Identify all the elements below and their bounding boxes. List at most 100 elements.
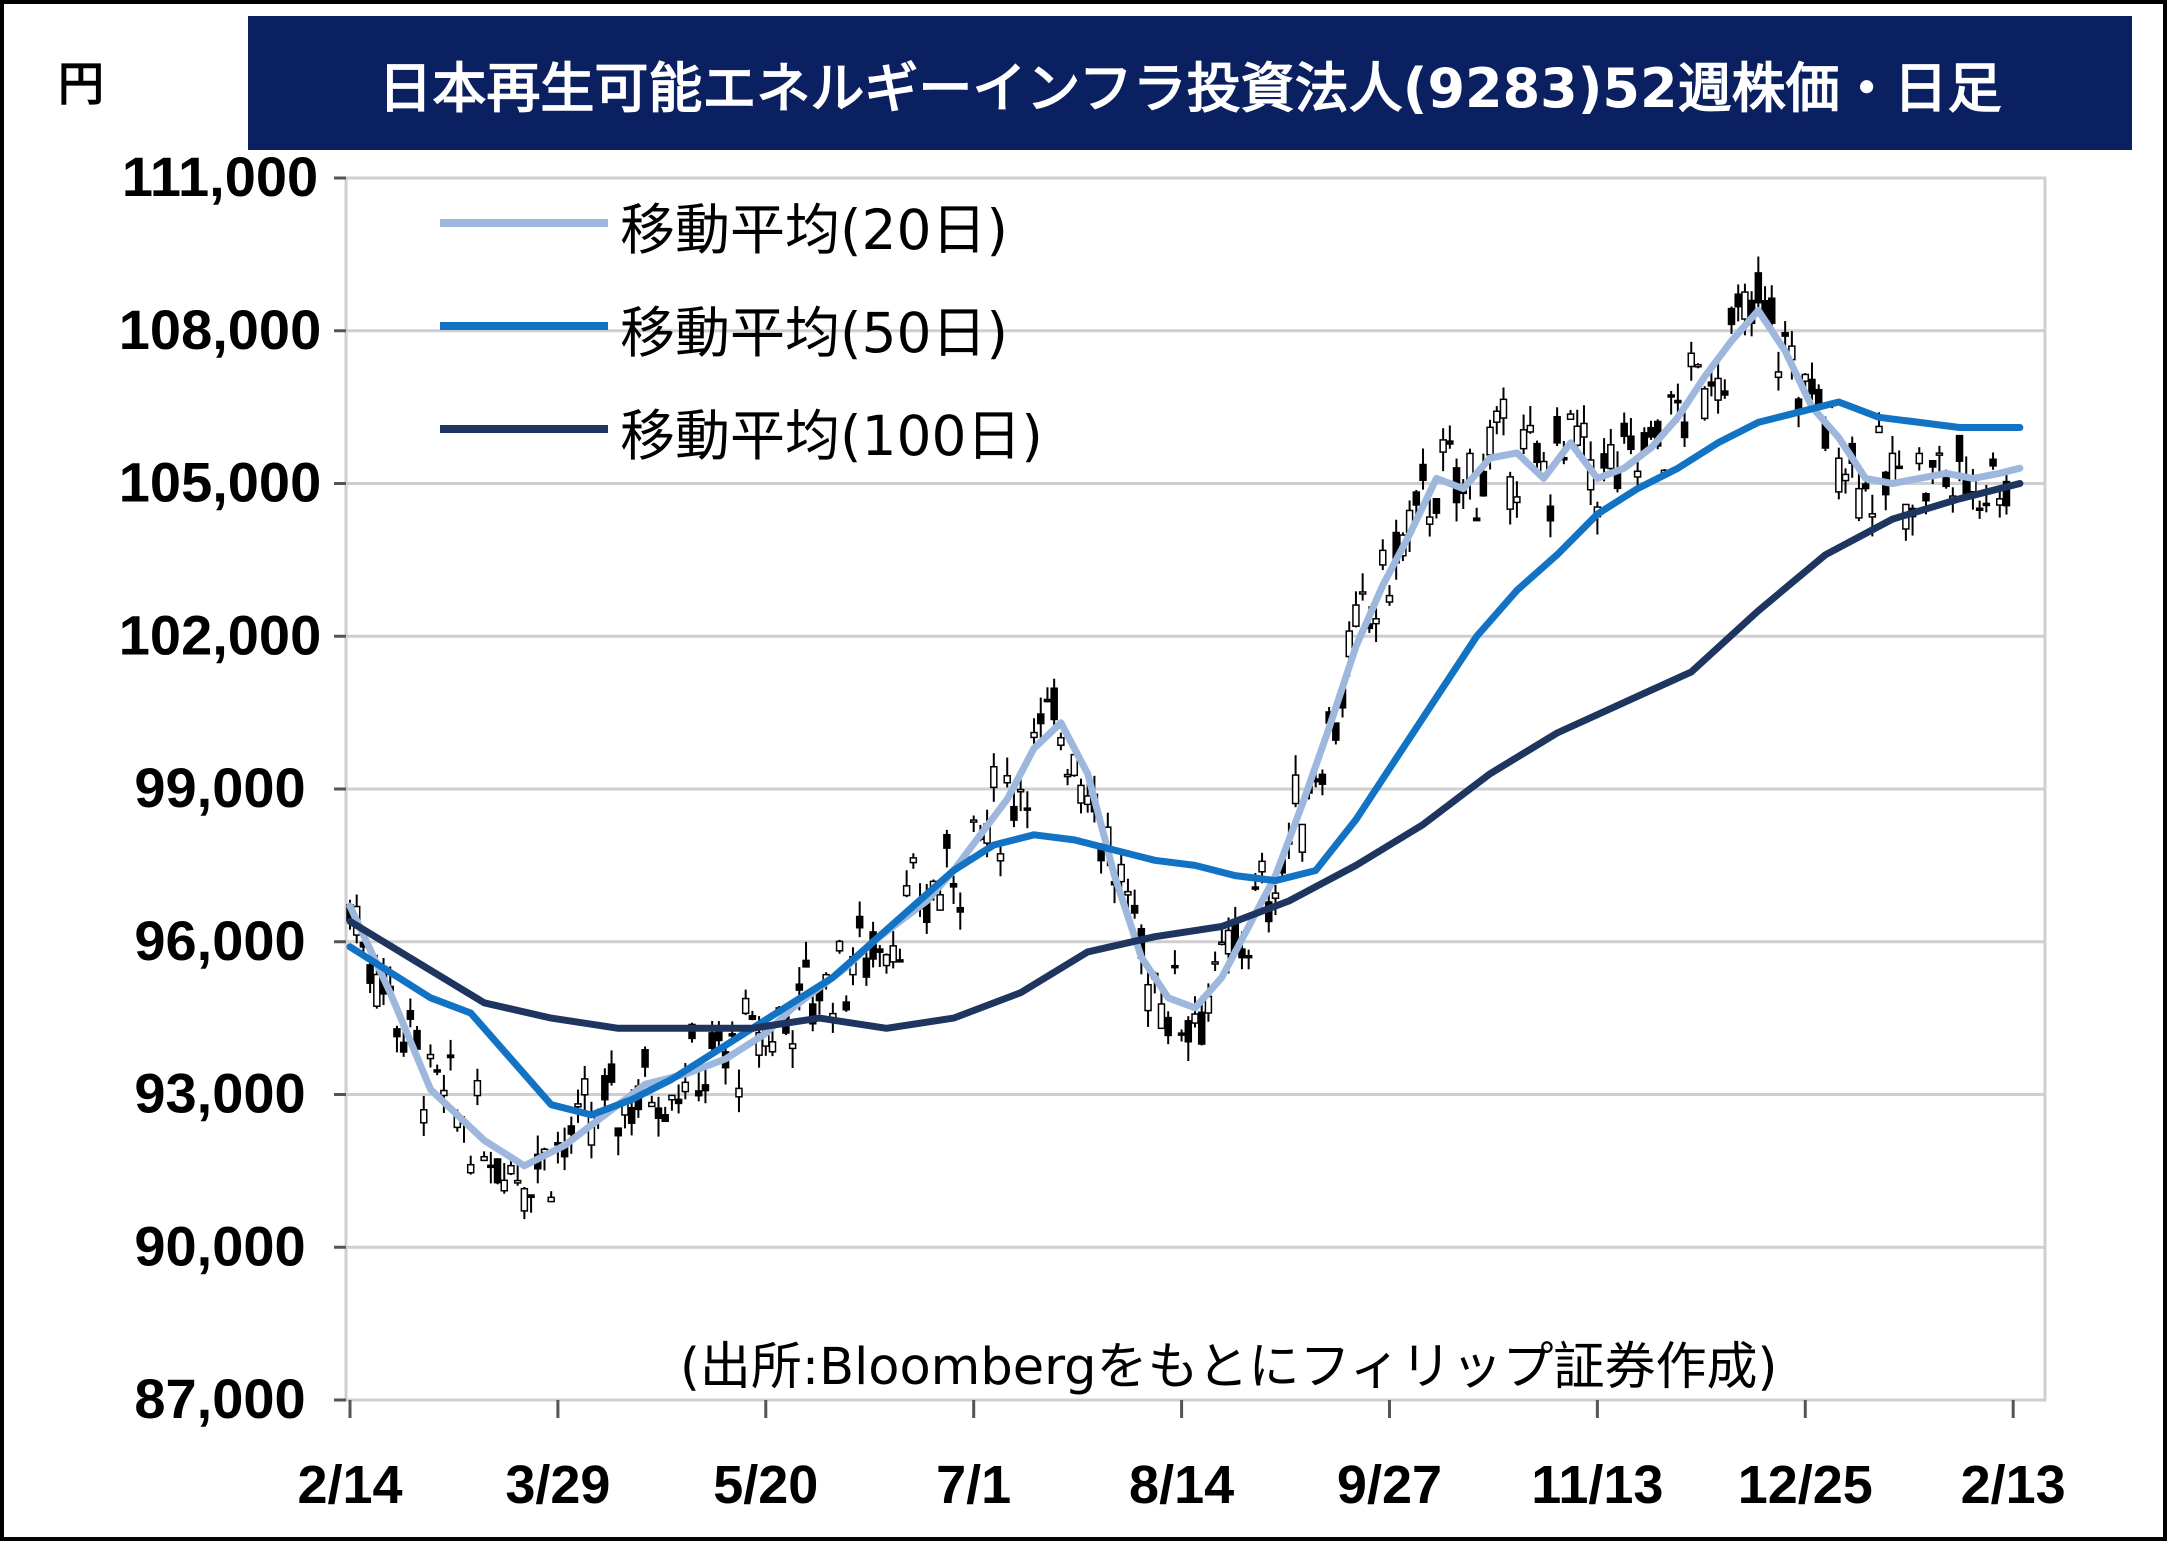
candle-body — [393, 1028, 401, 1038]
candle-body — [1573, 425, 1582, 446]
candle-body — [1975, 507, 1984, 511]
x-tick-label: 7/1 — [936, 1455, 1011, 1515]
candle-body — [1191, 1013, 1199, 1024]
candle-body — [1700, 388, 1709, 420]
candle-body — [1982, 502, 1991, 507]
candle-body — [1754, 272, 1763, 304]
candle-body — [1385, 594, 1394, 603]
candle-body — [1546, 505, 1555, 522]
legend-label-ma20: 移動平均(20日) — [620, 198, 1008, 262]
candle-body — [668, 1094, 676, 1101]
candle-body — [1774, 371, 1783, 379]
candle-body — [641, 1049, 649, 1068]
candle-body — [601, 1075, 609, 1101]
candle-body — [1171, 964, 1179, 969]
candle-body — [1513, 496, 1521, 504]
candle-body — [426, 1053, 435, 1060]
candle-body — [1124, 890, 1132, 896]
candle-body — [507, 1164, 515, 1175]
candle-body — [1271, 892, 1280, 900]
candle-body — [943, 834, 951, 849]
candle-body — [1714, 377, 1722, 401]
candle-body — [1251, 886, 1260, 890]
candle-body — [1479, 470, 1488, 497]
legend-label-ma100: 移動平均(100日) — [620, 404, 1043, 468]
candle-body — [1144, 983, 1152, 1012]
candle-body — [399, 1041, 408, 1053]
candle-body — [1915, 452, 1924, 465]
candle-body — [527, 1194, 535, 1199]
chart-title: 日本再生可能エネルギーインフラ投資法人(9283)52週株価・日足 — [378, 56, 2002, 120]
candle-body — [440, 1089, 448, 1097]
candle-body — [1506, 476, 1514, 510]
candle-body — [1647, 426, 1655, 438]
candle-body — [1164, 1016, 1172, 1037]
candle-body — [1533, 442, 1541, 464]
series-line-ma100 — [346, 480, 2024, 1032]
candle-body — [701, 1084, 710, 1092]
candle-body — [855, 915, 864, 929]
candle-body — [1680, 421, 1689, 439]
candle-body — [1037, 713, 1045, 725]
candle-body — [661, 1114, 669, 1123]
candle-body — [741, 997, 750, 1015]
candle-body — [1928, 460, 1937, 468]
candle-body — [1600, 453, 1608, 469]
x-tick-label: 9/27 — [1337, 1455, 1442, 1515]
candle-body — [949, 882, 958, 888]
candle-body — [1868, 513, 1877, 518]
candle-body — [1472, 517, 1481, 522]
candle-body — [1861, 483, 1870, 490]
candle-body — [1674, 399, 1682, 404]
candle-body — [1707, 381, 1716, 387]
x-tick-label: 11/13 — [1531, 1455, 1663, 1515]
candle-body — [1493, 410, 1501, 423]
candle-body — [969, 819, 978, 823]
candle-body — [1741, 291, 1749, 320]
y-tick-label: 90,000 — [134, 1214, 305, 1277]
candle-body — [1358, 591, 1367, 595]
candle-body — [1372, 618, 1380, 625]
candle-body — [567, 1125, 576, 1135]
candle-body — [956, 906, 965, 913]
candle-body — [748, 1015, 757, 1020]
candle-body — [1077, 784, 1085, 804]
candle-body — [433, 1069, 441, 1073]
candle-body — [996, 853, 1005, 862]
candle-body — [788, 1043, 797, 1050]
candle-body — [808, 1003, 817, 1025]
candle-body — [614, 1127, 623, 1137]
candle-body — [1996, 498, 2004, 506]
candle-body — [1023, 807, 1032, 811]
candle-body — [1030, 731, 1038, 739]
candle-body — [1057, 736, 1065, 746]
y-tick-label: 108,000 — [119, 298, 321, 361]
candle-body — [1808, 378, 1816, 395]
candle-body — [513, 1179, 522, 1184]
candle-body — [768, 1041, 777, 1053]
candle-body — [520, 1187, 529, 1212]
y-tick-label: 111,000 — [122, 145, 318, 208]
candle-body — [1955, 434, 1964, 462]
candle-body — [936, 894, 944, 911]
candle-body — [1063, 773, 1072, 778]
x-tick-label: 12/25 — [1738, 1455, 1873, 1515]
candle-body — [1942, 475, 1950, 488]
candle-body — [480, 1155, 488, 1162]
candle-body — [990, 766, 998, 789]
candle-body — [1218, 941, 1226, 946]
x-tick-label: 5/20 — [713, 1455, 818, 1515]
candle-body — [493, 1158, 502, 1184]
x-tick-label: 3/29 — [505, 1455, 610, 1515]
candle-body — [889, 945, 897, 963]
candle-body — [708, 1032, 716, 1050]
legend-swatch-ma50 — [440, 322, 608, 330]
candle-body — [648, 1101, 656, 1108]
candle-body — [420, 1109, 428, 1124]
candle-body — [580, 1078, 589, 1096]
candle-body — [627, 1106, 636, 1124]
candle-body — [795, 983, 804, 991]
y-tick-label: 96,000 — [134, 909, 305, 972]
candle-body — [1895, 465, 1903, 470]
